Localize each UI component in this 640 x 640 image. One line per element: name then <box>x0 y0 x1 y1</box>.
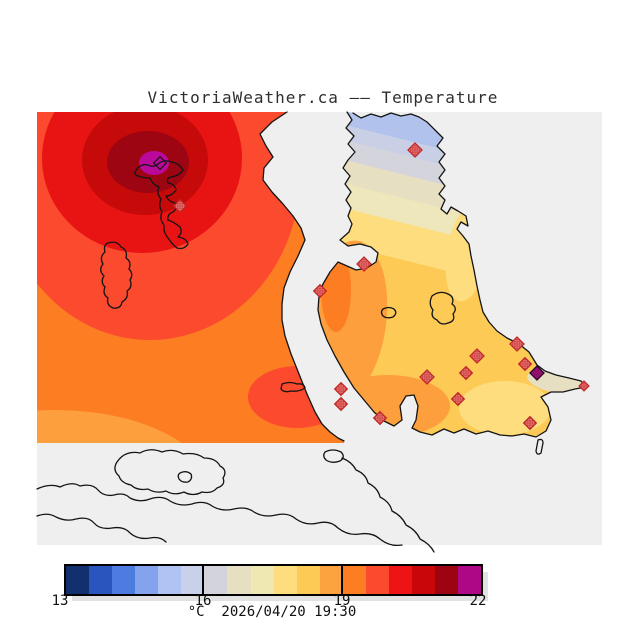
station-marker-diamond <box>152 155 168 171</box>
colorbar-label-16: 16 <box>194 593 212 609</box>
station-marker-diamond <box>509 336 525 352</box>
colorbar-segment <box>250 566 274 594</box>
unit-datetime-label: °C 2026/04/20 19:30 <box>187 604 357 620</box>
station-marker-diamond <box>450 391 466 407</box>
colorbar-tick-16 <box>202 564 204 596</box>
station-marker-diamond <box>312 283 328 299</box>
station-marker-diamond <box>172 198 188 214</box>
colorbar-segment <box>388 566 412 594</box>
station-marker-diamond <box>458 365 474 381</box>
colorbar-segment <box>411 566 435 594</box>
station-marker-diamond <box>469 348 485 364</box>
station-marker-diamond <box>517 356 533 372</box>
colorbar-segment <box>135 566 159 594</box>
station-marker-diamond <box>578 380 590 392</box>
page-title: VictoriaWeather.ca –– Temperature <box>147 88 499 107</box>
colorbar-tick-19 <box>341 564 343 596</box>
colorbar-segment <box>319 566 343 594</box>
colorbar-segment <box>66 566 90 594</box>
colorbar-label-13: 13 <box>51 593 69 609</box>
colorbar-segment <box>296 566 320 594</box>
colorbar-segment <box>204 566 228 594</box>
station-marker-diamond <box>372 410 388 426</box>
station-marker-diamond <box>407 142 423 158</box>
colorbar-segment <box>273 566 297 594</box>
colorbar-segment <box>365 566 389 594</box>
colorbar-segment <box>458 566 482 594</box>
colorbar-segment <box>181 566 205 594</box>
station-marker-diamond <box>356 256 372 272</box>
colorbar-segment <box>342 566 366 594</box>
coastlines <box>36 111 587 553</box>
colorbar-segment <box>89 566 113 594</box>
station-markers <box>152 142 590 431</box>
station-marker-diamond <box>522 415 538 431</box>
colorbar-label-19: 19 <box>333 593 351 609</box>
station-marker-diamond <box>333 381 349 397</box>
colorbar-segment <box>158 566 182 594</box>
station-marker-diamond <box>529 365 545 381</box>
station-marker-diamond <box>333 396 349 412</box>
temperature-colorbar <box>64 564 483 596</box>
station-marker-diamond <box>419 369 435 385</box>
colorbar-segment <box>435 566 459 594</box>
colorbar-segment <box>227 566 251 594</box>
colorbar-segment <box>112 566 136 594</box>
colorbar-label-22: 22 <box>469 593 487 609</box>
